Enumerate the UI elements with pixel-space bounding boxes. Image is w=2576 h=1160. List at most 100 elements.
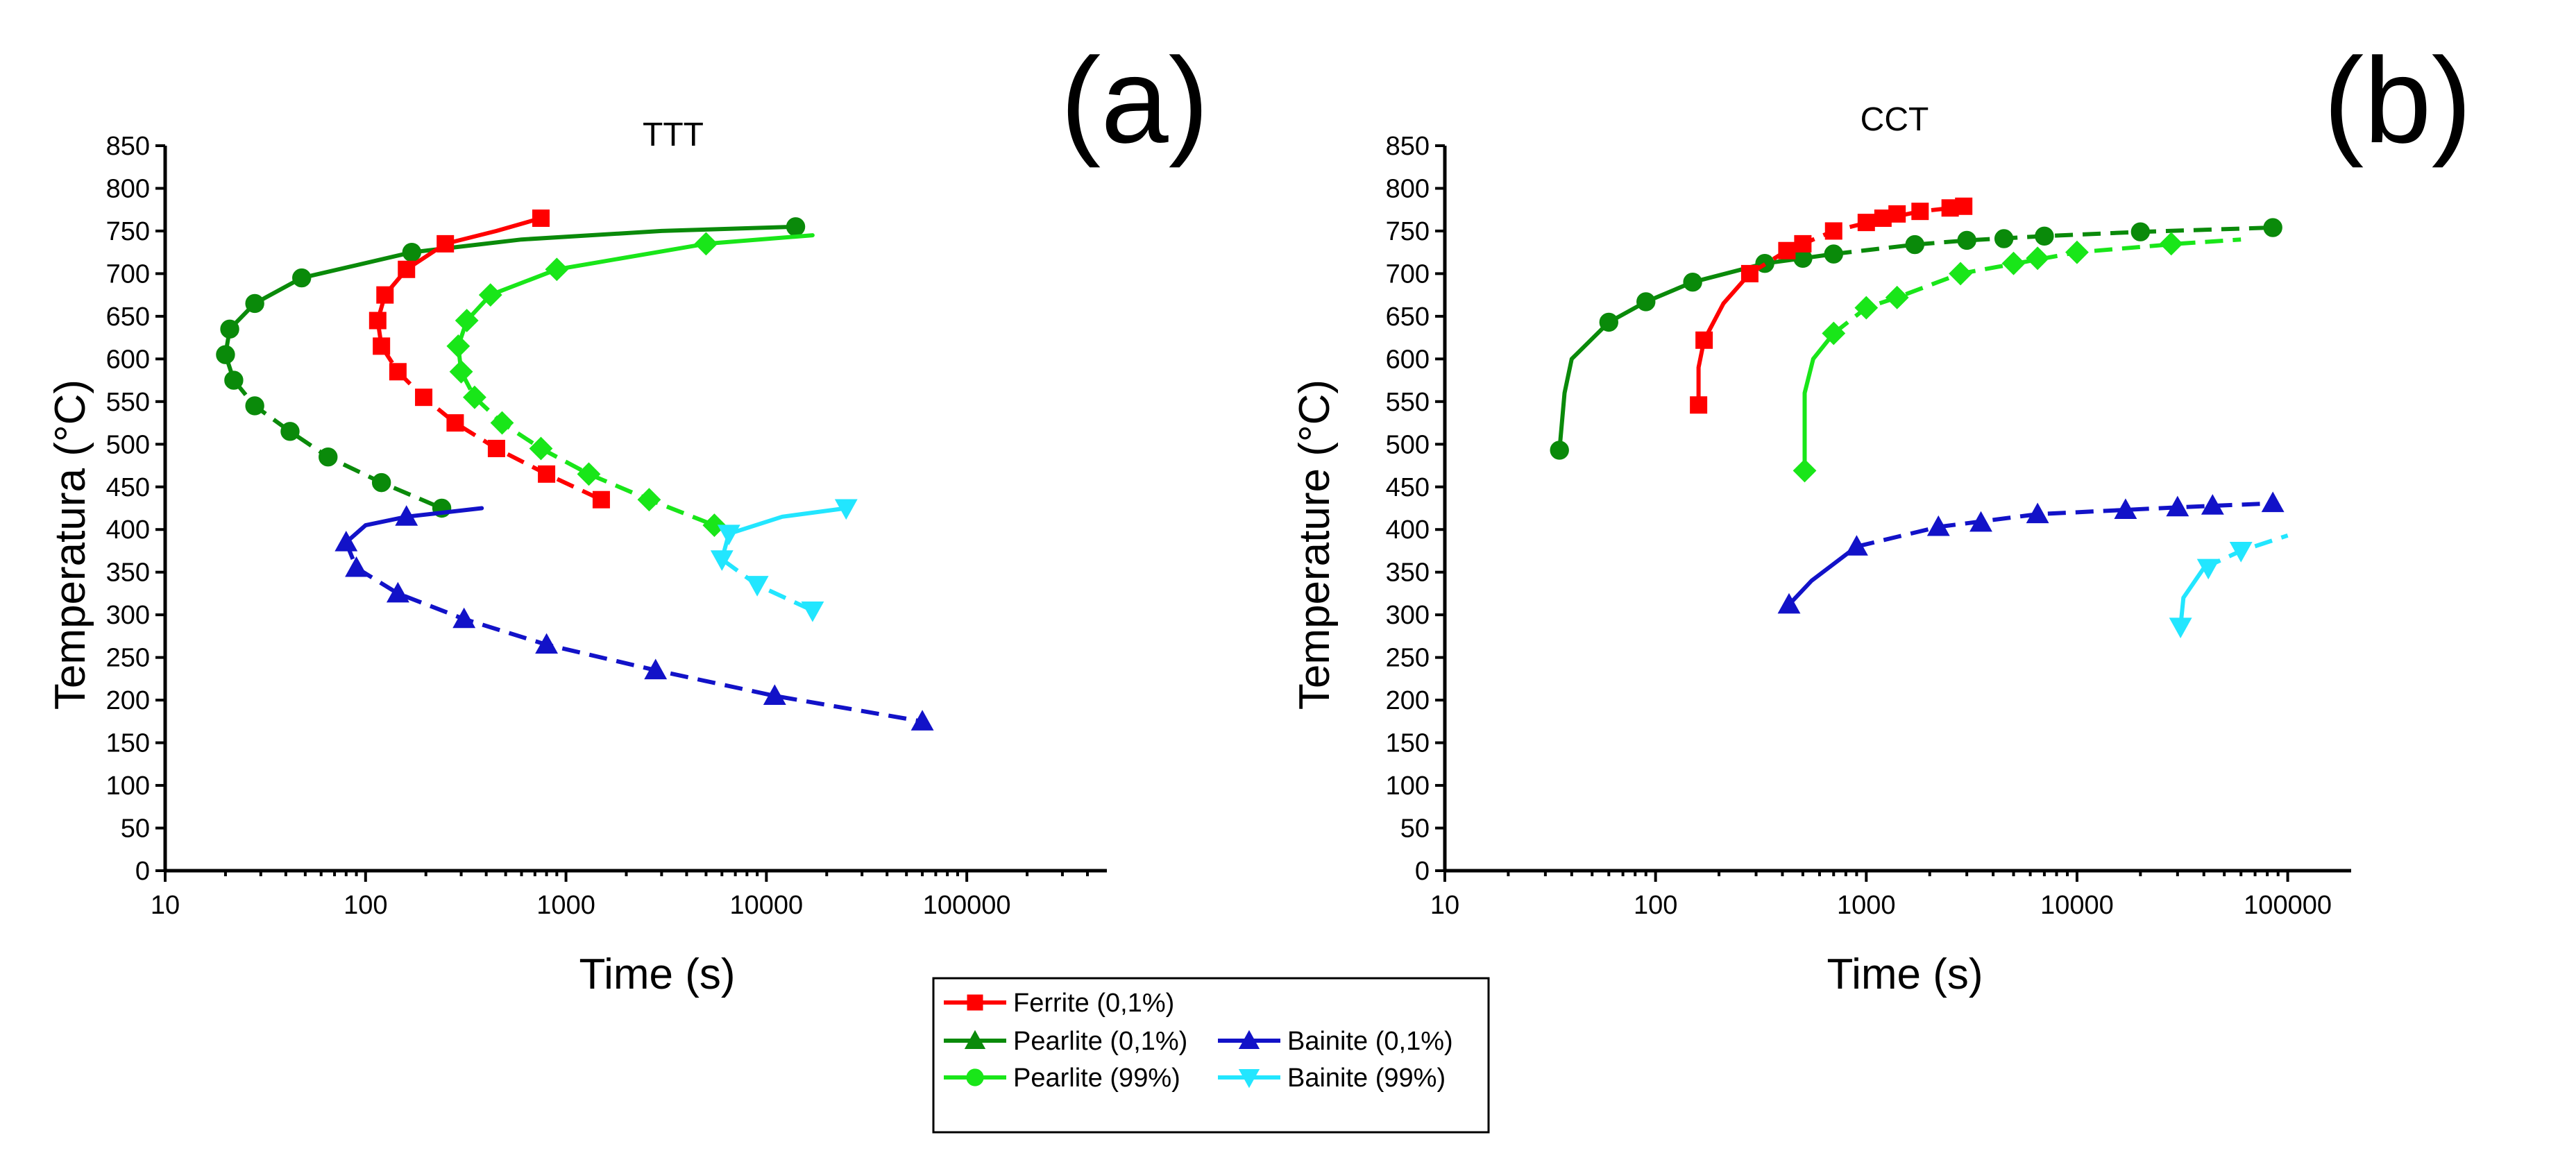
data-point [402, 242, 422, 262]
data-point [462, 385, 486, 409]
data-point [1845, 535, 1868, 556]
legend-entry: Pearlite (99%) [944, 1064, 1180, 1093]
y-tick-label: 350 [1386, 558, 1430, 588]
data-point [1683, 273, 1702, 292]
y-axis-title: Temperature (°C) [1291, 379, 1339, 710]
data-point [834, 499, 858, 520]
data-point [334, 531, 358, 552]
y-tick-label: 400 [106, 515, 150, 545]
series-line-solid [344, 506, 484, 545]
series-line-dashed [1832, 237, 2242, 335]
legend-marker [966, 1068, 984, 1086]
y-tick-label: 750 [1386, 217, 1430, 246]
y-tick-label: 800 [1386, 174, 1430, 203]
y-tick-label: 450 [106, 473, 150, 502]
x-tick-label: 1000 [1837, 891, 1896, 920]
data-point [1957, 230, 1976, 250]
series-pearlite_99 [1793, 232, 2242, 483]
data-point [1911, 203, 1929, 221]
y-tick-label: 850 [106, 132, 150, 161]
legend-marker [1238, 1069, 1260, 1089]
data-point [395, 505, 418, 526]
data-point [2026, 246, 2050, 271]
data-point [2065, 240, 2089, 264]
data-point [2229, 541, 2253, 563]
data-point [1793, 459, 1817, 483]
series-bainite_01 [1777, 491, 2285, 614]
data-point [2201, 494, 2224, 515]
data-point [763, 684, 786, 705]
data-point [487, 439, 505, 457]
data-point [1949, 262, 1972, 286]
data-point [745, 576, 769, 597]
series-ferrite_01 [368, 210, 610, 509]
data-point [490, 411, 514, 435]
data-point [437, 234, 455, 253]
legend-marker [967, 994, 983, 1011]
x-tick-label: 10 [1430, 891, 1459, 920]
data-point [376, 286, 394, 304]
data-point [455, 309, 479, 332]
chart-panel-b: CCT (b) Time (s) Temperature (°C) 0 50 100… [1291, 33, 2472, 998]
data-point [373, 337, 391, 355]
data-point [1778, 241, 1796, 259]
y-tick-label: 0 [1415, 857, 1430, 886]
data-point [1926, 515, 1950, 536]
y-tick-label: 550 [106, 388, 150, 417]
data-point [529, 436, 553, 461]
data-point [717, 524, 740, 546]
y-tick-label: 150 [1386, 729, 1430, 758]
legend: Ferrite (0,1%) Pearlite (0,1%) Bainite (0,… [932, 977, 1490, 1134]
legend-label: Bainite (0,1%) [1287, 1027, 1453, 1056]
data-point [216, 345, 235, 364]
series-ferrite_01 [1690, 197, 1973, 414]
data-point [545, 257, 569, 282]
series-line-solid [456, 233, 815, 348]
series-bainite_99 [710, 499, 858, 622]
tick-layer: 0 50 100 150 200 250 300 350 400 450 500 550 600 650 7… [1386, 132, 2351, 920]
data-point [2169, 617, 2192, 639]
data-point [1695, 331, 1713, 349]
data-point [1777, 592, 1801, 614]
legend-marker [1238, 1030, 1260, 1049]
y-tick-label: 0 [135, 857, 150, 886]
panel-label: (b) [2323, 33, 2472, 169]
data-point [280, 422, 300, 441]
plot-layer [216, 210, 934, 731]
x-tick-label: 10 [151, 891, 180, 920]
x-tick-label: 100 [344, 891, 387, 920]
data-point [319, 447, 338, 467]
series-bainite_99 [2169, 533, 2289, 639]
x-axis-title: Time (s) [579, 950, 736, 998]
data-point [1636, 292, 1656, 312]
y-tick-label: 200 [106, 686, 150, 715]
y-tick-label: 700 [106, 259, 150, 289]
x-tick-label: 10000 [2040, 891, 2114, 920]
series-line-dashed [223, 354, 443, 511]
data-point [1857, 214, 1875, 232]
legend-label: Ferrite (0,1%) [1013, 989, 1174, 1018]
y-tick-label: 450 [1386, 473, 1430, 502]
legend-label: Pearlite (99%) [1013, 1064, 1180, 1093]
data-point [449, 359, 473, 384]
data-point [694, 232, 718, 256]
data-point [2159, 232, 2183, 256]
legend-entry: Bainite (99%) [1218, 1064, 1446, 1093]
data-point [532, 210, 550, 227]
y-tick-label: 250 [106, 644, 150, 673]
y-tick-label: 700 [1386, 259, 1430, 289]
data-point [637, 488, 661, 512]
x-tick-label: 100 [1634, 891, 1677, 920]
data-point [371, 472, 391, 493]
data-point [786, 217, 806, 237]
data-point [1854, 296, 1879, 320]
y-tick-label: 100 [1386, 771, 1430, 801]
x-tick-label: 10000 [730, 891, 804, 920]
y-tick-label: 800 [106, 174, 150, 203]
series-line-dashed [375, 320, 602, 502]
data-point [1905, 234, 1924, 255]
data-point [245, 396, 264, 416]
data-point [452, 607, 476, 629]
data-point [368, 312, 387, 330]
data-point [2026, 502, 2049, 524]
